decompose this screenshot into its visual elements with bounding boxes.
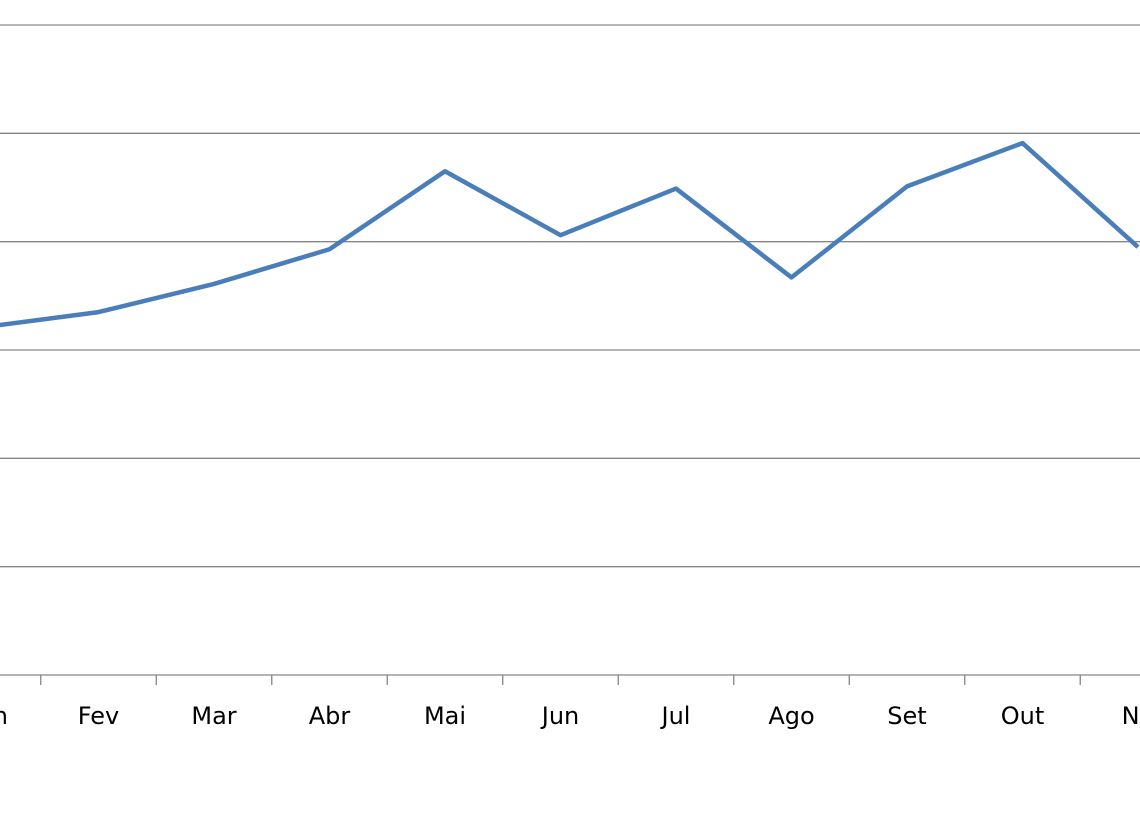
x-tick-label: Out [1001, 702, 1045, 730]
x-tick-label: n [0, 702, 8, 730]
x-tick-label: Mar [191, 702, 236, 730]
x-tick-label: Jun [540, 702, 580, 730]
data-line [0, 140, 1140, 328]
x-tick-label: Mai [424, 702, 466, 730]
x-tick-label: Fev [78, 702, 119, 730]
x-tick-label: No [1122, 702, 1140, 730]
x-tick-label: Set [887, 702, 926, 730]
x-tick-label: Ago [768, 702, 814, 730]
x-tick-label: Jul [660, 702, 691, 730]
x-tick-label: Abr [309, 702, 351, 730]
